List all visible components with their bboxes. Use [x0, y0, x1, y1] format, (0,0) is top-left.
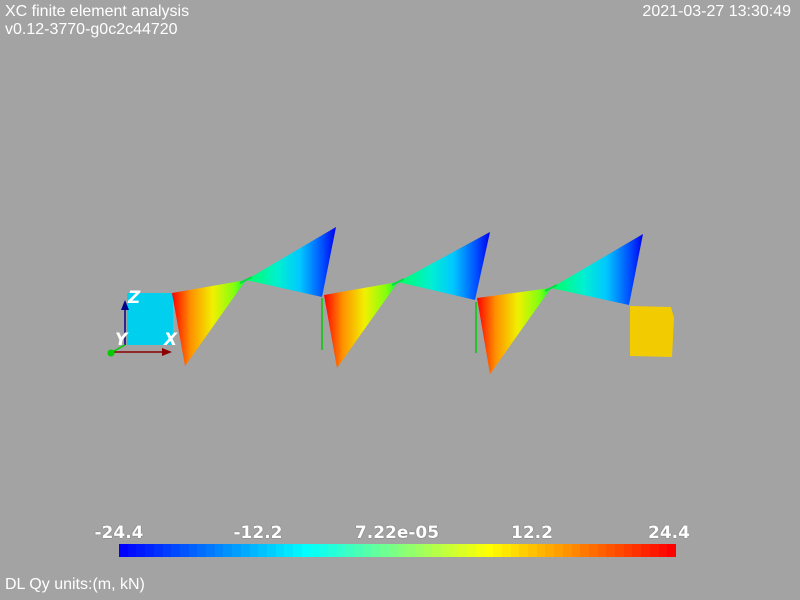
- colorbar-cell: [510, 544, 520, 557]
- colorbar-cell: [388, 544, 398, 557]
- colorbar-cell: [588, 544, 598, 557]
- colorbar-cell: [528, 544, 537, 557]
- colorbar-cell: [406, 544, 415, 557]
- colorbar-cell: [641, 544, 650, 557]
- colorbar-cell: [153, 544, 163, 557]
- colorbar-cell: [380, 544, 389, 557]
- colorbar-cell: [467, 544, 476, 557]
- colorbar-cell: [545, 544, 555, 557]
- colorbar-cell: [580, 544, 589, 557]
- colorbar-cell: [293, 544, 302, 557]
- colorbar-cell: [623, 544, 633, 557]
- app-version: v0.12-3770-g0c2c44720: [5, 21, 178, 38]
- left-end-block: [127, 293, 173, 345]
- colorbar-tick-label: -12.2: [233, 523, 283, 543]
- colorbar-cell: [310, 544, 320, 557]
- colorbar-cell: [171, 544, 180, 557]
- colorbar-cell: [362, 544, 372, 557]
- load-diagram-span-2: [321, 232, 490, 368]
- colorbar-cell: [353, 544, 363, 557]
- axis-label-x: X: [163, 330, 178, 350]
- colorbar-cell: [658, 544, 668, 557]
- units-label: DL Qy units:(m, kN): [5, 576, 145, 593]
- colorbar-cell: [554, 544, 563, 557]
- colorbar-cell: [197, 544, 207, 557]
- colorbar-cell: [223, 544, 233, 557]
- colorbar-cell: [127, 544, 137, 557]
- colorbar-cell: [484, 544, 494, 557]
- colorbar-cell: [597, 544, 607, 557]
- colorbar-cell: [371, 544, 381, 557]
- colorbar-cell: [493, 544, 502, 557]
- colorbar-cell: [519, 544, 529, 557]
- colorbar-cell: [214, 544, 224, 557]
- colorbar-cell: [615, 544, 624, 557]
- axis-label-z: Z: [127, 288, 141, 308]
- colorbar-cell: [232, 544, 241, 557]
- colorbar-cell: [441, 544, 450, 557]
- colorbar-cell: [136, 544, 146, 557]
- colorbar-cell: [206, 544, 215, 557]
- colorbar-cell: [632, 544, 642, 557]
- colorbar-cell: [162, 544, 172, 557]
- colorbar-cell: [249, 544, 259, 557]
- app-title: XC finite element analysis: [5, 3, 190, 20]
- colorbar-cell: [397, 544, 407, 557]
- colorbar-tick-label: 7.22e-05: [354, 523, 440, 543]
- colorbar-cell: [327, 544, 337, 557]
- axis-label-y: Y: [115, 330, 129, 350]
- colorbar-cell: [345, 544, 354, 557]
- colorbar-cell: [475, 544, 485, 557]
- colorbar-cell: [336, 544, 346, 557]
- colorbar-cell: [179, 544, 189, 557]
- right-end-block: [630, 306, 674, 357]
- colorbar-cell: [319, 544, 328, 557]
- axis-triad: Z Y X: [107, 288, 178, 357]
- colorbar-tick-label: 12.2: [511, 523, 553, 543]
- colorbar: [119, 544, 676, 557]
- colorbar-cell: [188, 544, 198, 557]
- colorbar-cell: [258, 544, 267, 557]
- load-diagram-span-1: [172, 227, 336, 366]
- colorbar-cell: [301, 544, 311, 557]
- colorbar-cell: [501, 544, 511, 557]
- colorbar-cell: [458, 544, 468, 557]
- colorbar-cell: [414, 544, 424, 557]
- colorbar-cell: [649, 544, 659, 557]
- colorbar-cell: [536, 544, 546, 557]
- colorbar-cell: [432, 544, 442, 557]
- load-diagram-span-3: [475, 234, 643, 374]
- colorbar-cell: [606, 544, 616, 557]
- colorbar-tick-label: -24.4: [94, 523, 144, 543]
- colorbar-cell: [423, 544, 433, 557]
- colorbar-cell: [145, 544, 154, 557]
- colorbar-cell: [119, 544, 128, 557]
- colorbar-cell: [449, 544, 459, 557]
- colorbar-cell: [284, 544, 294, 557]
- colorbar-tick-label: 24.4: [648, 523, 690, 543]
- colorbar-cell: [562, 544, 572, 557]
- colorbar-cell: [667, 544, 676, 557]
- colorbar-cell: [266, 544, 276, 557]
- colorbar-cell: [240, 544, 250, 557]
- colorbar-cell: [275, 544, 285, 557]
- colorbar-cell: [571, 544, 581, 557]
- timestamp: 2021-03-27 13:30:49: [642, 3, 791, 20]
